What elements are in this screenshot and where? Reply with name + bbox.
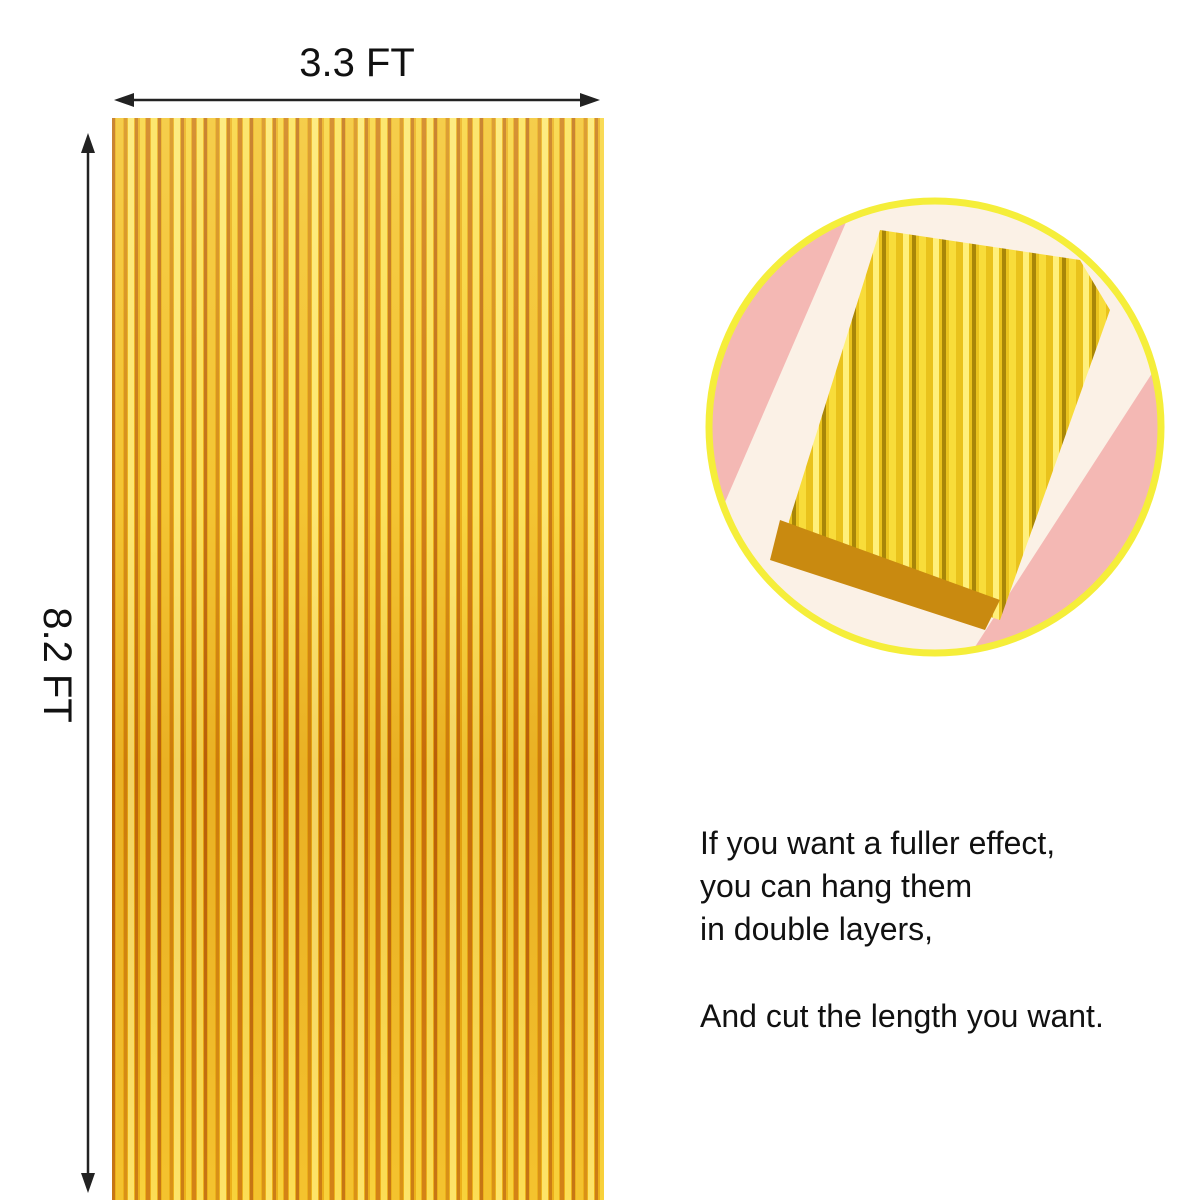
note-line: in double layers, [700, 911, 933, 947]
curtain-shine [112, 118, 604, 1200]
width-label: 3.3 FT [299, 41, 415, 85]
note-line: And cut the length you want. [700, 998, 1104, 1034]
height-arrow [81, 133, 95, 1193]
height-label: 8.2 FT [35, 607, 79, 723]
width-arrow [114, 93, 600, 107]
note-line: If you want a fuller effect, [700, 825, 1055, 861]
inset-photo [709, 201, 1161, 653]
note-line: you can hang them [700, 868, 972, 904]
inset-border [705, 197, 1165, 657]
